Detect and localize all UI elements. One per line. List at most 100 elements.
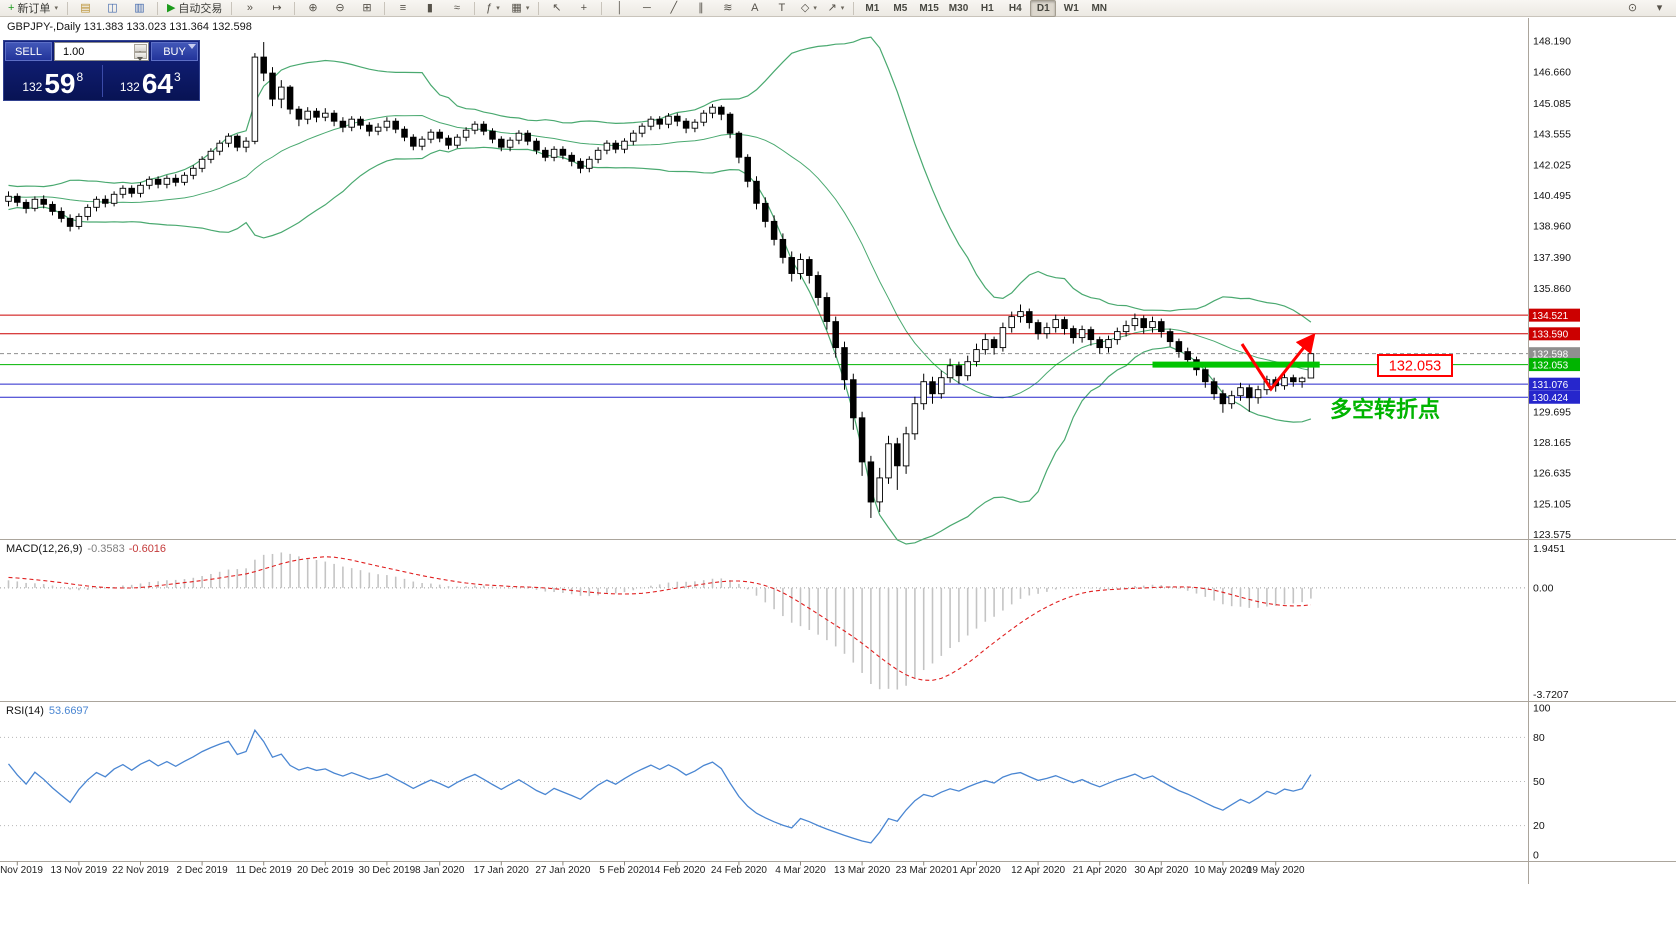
svg-text:146.660: 146.660 (1533, 66, 1571, 78)
svg-text:1 Apr 2020: 1 Apr 2020 (952, 865, 1001, 876)
volume-decrease-button[interactable] (134, 51, 147, 60)
support-zone-highlight[interactable] (1152, 361, 1320, 368)
volume-increase-button[interactable] (134, 44, 147, 55)
timeframe-mn[interactable]: MN (1086, 0, 1112, 17)
timeframe-h1[interactable]: H1 (974, 0, 1000, 17)
trendline-button[interactable]: ╱ (661, 0, 686, 17)
sell-button[interactable]: SELL (5, 42, 52, 61)
horizontal-line-133.590[interactable]: 133.590 (0, 327, 1580, 341)
svg-text:13 Nov 2019: 13 Nov 2019 (51, 865, 108, 876)
price-tag (1529, 327, 1580, 341)
timeframe-m30[interactable]: M30 (945, 0, 972, 17)
timeframe-d1[interactable]: D1 (1030, 0, 1057, 17)
sell-price[interactable]: 132 59 8 (4, 62, 102, 100)
collapse-trade-panel-icon[interactable] (188, 44, 196, 49)
candle-body (902, 433, 910, 467)
pane-dividers[interactable] (0, 18, 1676, 884)
buy-price[interactable]: 132 64 3 (102, 62, 200, 100)
svg-text:132.598: 132.598 (1532, 349, 1569, 360)
timeframe-w1[interactable]: W1 (1058, 0, 1084, 17)
horizontal-line-131.076[interactable]: 131.076 (0, 377, 1580, 391)
rsi-label: RSI(14) 53.6697 (6, 705, 89, 717)
timeframe-m15[interactable]: M15 (915, 0, 942, 17)
candle-body (304, 110, 311, 120)
price-label-box[interactable]: 132.053 (1377, 354, 1453, 377)
fibonacci-button[interactable]: ≋ (715, 0, 740, 17)
candle-body (498, 138, 505, 148)
bollinger-lower-band (8, 146, 1312, 545)
svg-text:1.9451: 1.9451 (1533, 543, 1565, 555)
navigator-button[interactable]: ▥ (127, 0, 152, 17)
grid-button[interactable]: ⊞ (354, 0, 379, 17)
candle-body (480, 123, 487, 132)
buy-button[interactable]: BUY (151, 42, 198, 61)
svg-text:128.165: 128.165 (1533, 437, 1571, 449)
candle-body (621, 140, 628, 150)
candlestick-chart-button[interactable]: ▮ (417, 0, 442, 17)
annotation-text[interactable]: 多空转折点 (1330, 397, 1440, 422)
horizontal-line-134.521[interactable]: 134.521 (0, 308, 1580, 322)
candle-body (1017, 311, 1024, 318)
toolbar-separator (231, 1, 233, 15)
candle-body (973, 349, 980, 363)
bollinger-upper-band (8, 36, 1312, 323)
candle-body (938, 377, 945, 395)
candle-body (1228, 395, 1235, 405)
arrows-button[interactable]: ↗ ▾ (823, 0, 848, 17)
candle-body (163, 177, 171, 185)
candle-body (814, 275, 822, 298)
price-tag (1529, 358, 1580, 372)
panels-dropdown-button[interactable]: ▾ (1647, 0, 1672, 17)
zoom-out-button[interactable]: ⊖ (327, 0, 352, 17)
text-button[interactable]: A (742, 0, 767, 17)
time-axis[interactable]: 4 Nov 2019 13 Nov 2019 22 Nov 2019 2 Dec 20… (0, 861, 1305, 877)
horizontal-line-button[interactable]: ─ (634, 0, 659, 17)
timeframe-m5[interactable]: M5 (887, 0, 913, 17)
candle-body (1219, 393, 1227, 405)
data-window-button[interactable]: ◫ (100, 0, 125, 17)
zoom-in-button[interactable]: ⊕ (300, 0, 325, 17)
candle-body (445, 137, 452, 146)
svg-text:4 Nov 2019: 4 Nov 2019 (0, 865, 43, 876)
vertical-line-icon: │ (616, 1, 624, 14)
timeframe-m1[interactable]: M1 (859, 0, 885, 17)
channel-button[interactable]: ∥ (688, 0, 713, 17)
bar-chart-icon: ≡ (399, 1, 407, 14)
candle-body (990, 339, 998, 349)
autotrading-button[interactable]: ▶ 自动交易 (163, 0, 226, 17)
horizontal-line-132.598[interactable]: 132.598 (0, 347, 1580, 360)
crosshair-button[interactable]: + (571, 0, 596, 17)
search-button[interactable]: ⊙ (1620, 0, 1645, 17)
price-axis[interactable]: 148.190 146.660 145.085 143.555 142.025 140.4… (1533, 36, 1571, 541)
candle-body (1026, 311, 1033, 324)
horizontal-levels[interactable]: 134.521133.590132.598132.053131.076130.4… (0, 308, 1580, 404)
sell-price-point: 8 (76, 70, 84, 84)
timeframe-h4[interactable]: H4 (1002, 0, 1028, 17)
candle-body (322, 112, 329, 118)
market-watch-button[interactable]: ▤ (73, 0, 98, 17)
bar-chart-button[interactable]: ≡ (390, 0, 415, 17)
horizontal-line-130.424[interactable]: 130.424 (0, 390, 1580, 404)
autotrading-button-label: 自动交易 (178, 3, 223, 15)
cursor-button[interactable]: ↖ (544, 0, 569, 17)
timeframe-m5-label: M5 (893, 2, 908, 14)
navigator-icon: ▥ (134, 1, 145, 14)
volume-field[interactable]: 1.00 (54, 42, 149, 61)
candle-body (753, 180, 760, 204)
line-chart-button[interactable]: ≈ (444, 0, 469, 17)
svg-text:145.085: 145.085 (1533, 98, 1571, 110)
candle-body (691, 121, 699, 129)
timeframe-w1-label: W1 (1063, 2, 1079, 14)
windows-tile-button[interactable]: ▦ ▾ (507, 0, 533, 17)
horizontal-line-132.053[interactable]: 132.053 (0, 358, 1580, 371)
label-button[interactable]: T (769, 0, 794, 17)
auto-scroll-button[interactable]: » (237, 0, 262, 17)
shapes-button[interactable]: ◇ ▾ (796, 0, 821, 17)
trend-arrow[interactable] (1240, 332, 1316, 392)
rsi-line (7, 728, 1312, 844)
vertical-line-button[interactable]: │ (607, 0, 632, 17)
chart-shift-button[interactable]: ↦ (264, 0, 289, 17)
new-order-button[interactable]: + 新订单 ▾ (4, 0, 62, 17)
indicators-button[interactable]: ƒ ▾ (480, 0, 505, 17)
